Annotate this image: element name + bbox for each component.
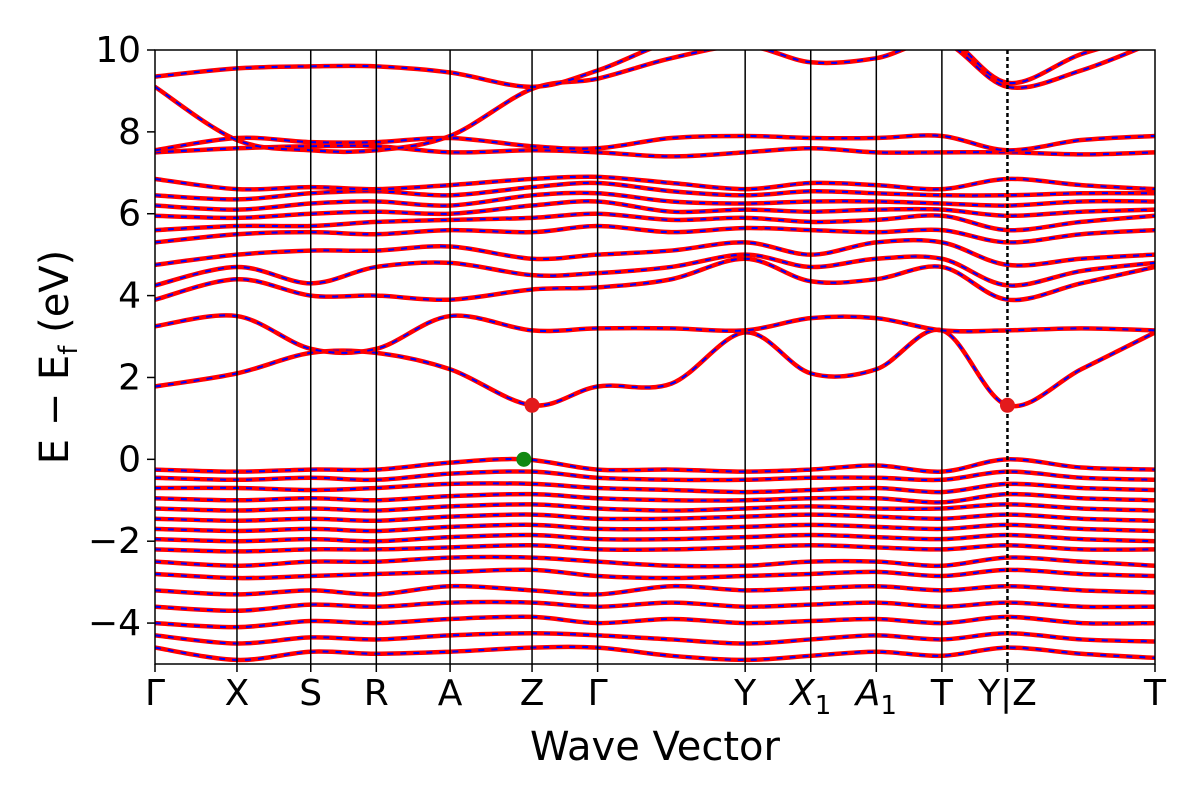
y-tick-label: 10: [95, 30, 141, 71]
band-line-spin-down: [155, 50, 1098, 88]
cbm-marker: [999, 397, 1015, 413]
x-axis-label: Wave Vector: [530, 724, 781, 770]
band-line-spin-down: [155, 493, 1155, 504]
band-line-spin-down: [155, 513, 1155, 522]
y-tick-label: 6: [118, 194, 141, 235]
band-line-spin-down: [155, 458, 1155, 473]
y-axis-label-sub: f: [54, 345, 84, 355]
band-line-spin-down: [155, 181, 1155, 201]
y-axis-label-unit: (eV): [32, 250, 78, 346]
band-line-spin-down: [155, 144, 1155, 158]
band-line-spin-down: [155, 257, 1155, 302]
band-line-spin-down: [155, 225, 1155, 244]
x-tick-label: Γ: [588, 673, 608, 714]
band-line-spin-down: [155, 470, 1155, 482]
high-symmetry-lines: [236, 50, 1009, 664]
bands-layer: [155, 50, 1155, 663]
band-line-spin-down: [155, 503, 1155, 512]
y-axis-label: E − Ef (eV): [32, 250, 84, 465]
x-tick-label: X: [225, 673, 250, 714]
y-axis: −4 −2 0 2 4 6 8 10: [88, 30, 155, 644]
band-line-spin-down: [155, 175, 1155, 191]
plot-frame: [154, 49, 1156, 665]
x-tick-label: T: [930, 673, 954, 714]
x-tick-label: R: [364, 673, 389, 714]
band-line-spin-down: [155, 239, 1155, 267]
x-tick-label: X1: [788, 673, 831, 721]
band-line-spin-down: [155, 615, 1155, 629]
band-line-spin-down: [155, 523, 1155, 532]
plot-area: [154, 49, 1156, 665]
band-line-spin-down: [155, 200, 1155, 219]
band-line-spin-down: [155, 482, 1155, 494]
x-tick-label: A1: [854, 673, 897, 721]
band-line-spin-down: [155, 585, 1155, 596]
y-axis-label-main: E − E: [32, 355, 78, 465]
y-tick-label: 0: [118, 439, 141, 480]
x-tick-label: A: [438, 673, 463, 714]
y-tick-label: 4: [118, 276, 141, 317]
y-tick-label: 8: [118, 112, 141, 153]
band-line-spin-down: [155, 534, 1155, 543]
band-line-spin-down: [155, 212, 1155, 232]
x-tick-label: Y|Z: [977, 673, 1037, 714]
y-tick-label: 2: [118, 357, 141, 398]
y-tick-label: −2: [88, 521, 141, 562]
x-tick-label: S: [299, 673, 322, 714]
band-line-spin-down: [155, 134, 1155, 152]
band-line-spin-down: [155, 544, 1155, 553]
band-line-spin-down: [155, 645, 1155, 661]
band-line-spin-down: [155, 632, 1155, 645]
band-line-spin-down: [155, 191, 1155, 211]
x-tick-label: Γ: [145, 673, 165, 714]
x-tick-label: T: [1143, 673, 1167, 714]
band-line-spin-down: [155, 556, 1155, 568]
band-line-spin-down: [155, 314, 1155, 354]
cbm-marker: [524, 397, 540, 413]
x-tick-label: Y: [733, 673, 757, 714]
y-tick-label: −4: [88, 603, 141, 644]
vbm-marker: [516, 451, 532, 467]
extrema-markers: [516, 397, 1015, 467]
band-line-spin-down: [155, 568, 1155, 580]
x-axis: Γ X S R A Z Γ Y X1 A1 T Y|Z T: [145, 664, 1167, 721]
x-tick-label: Z: [520, 673, 545, 714]
band-line-spin-down: [155, 50, 1138, 153]
band-line-spin-down: [155, 253, 1155, 287]
band-line-spin-down: [155, 601, 1155, 612]
